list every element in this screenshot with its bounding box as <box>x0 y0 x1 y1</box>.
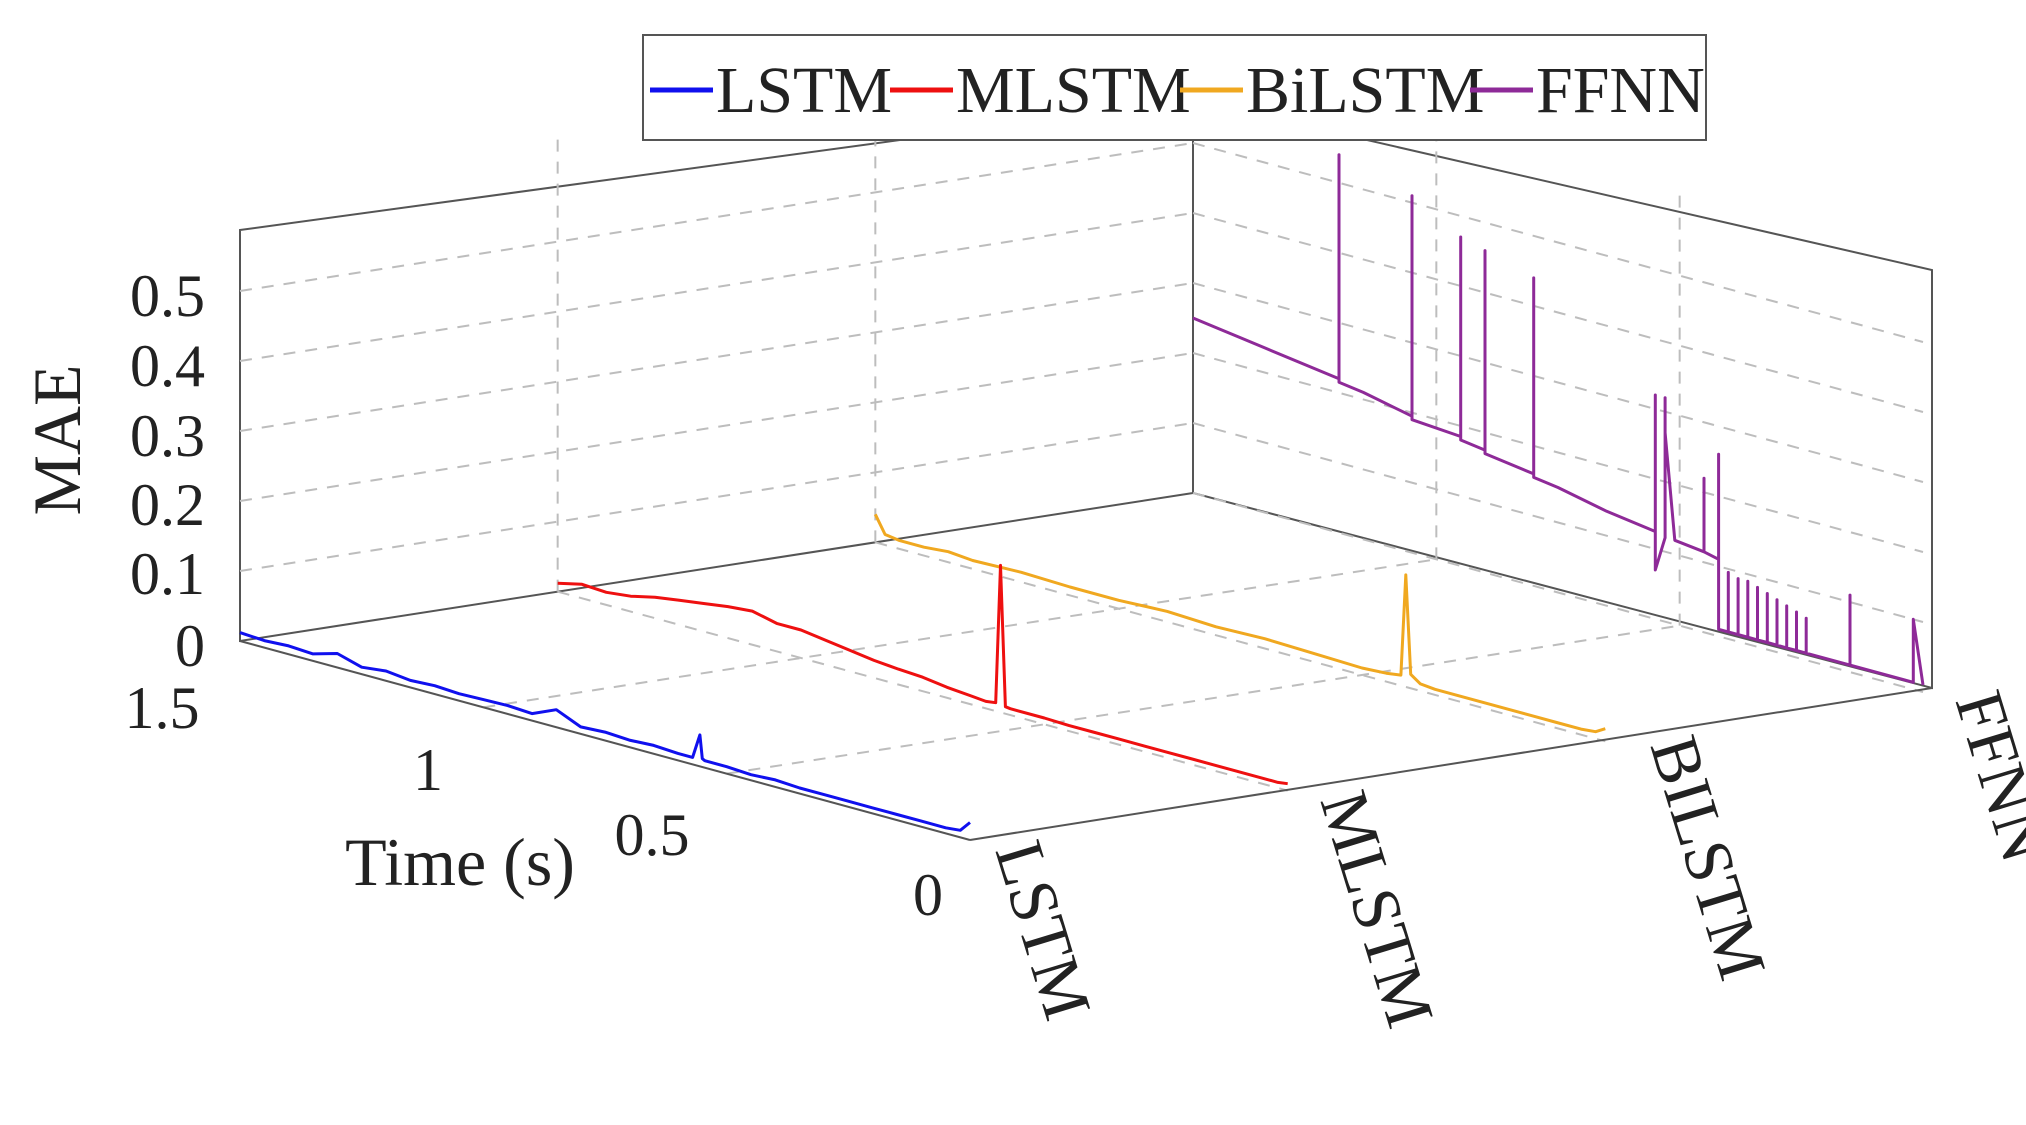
legend-label-ffnn: FFNN <box>1536 54 1705 127</box>
mae-tick-label: 0.4 <box>130 333 205 399</box>
mae-tick-label: 0.1 <box>130 541 205 607</box>
grid-line-model-floor <box>1192 492 1924 693</box>
grid-line-mae-back-wall <box>1192 142 1924 343</box>
grid-line-time-floor <box>483 558 1437 709</box>
mae-tick-label: 0.2 <box>130 472 205 538</box>
grid-line-mae-left-wall <box>239 282 1194 432</box>
grid-line-mae-back-wall <box>1192 282 1924 483</box>
legend: LSTM MLSTM BiLSTM FFNN <box>642 34 1707 141</box>
legend-label-lstm: LSTM <box>716 54 892 127</box>
grid-line-time-floor <box>726 624 1680 775</box>
series-line-bilstm <box>873 513 1606 734</box>
mae-tick-label: 0.3 <box>130 403 205 469</box>
back-wall <box>1192 98 1933 690</box>
model-tick-label: FFNN <box>1941 682 2026 870</box>
grid-line-mae-back-wall <box>1192 352 1924 553</box>
grid-line-model-floor <box>557 590 1288 792</box>
time-tick-label: 0 <box>913 862 943 928</box>
mae-axis: 0 0.1 0.2 0.3 0.4 0.5 MAE <box>19 263 205 679</box>
model-tick-label: MLSTM <box>1306 782 1449 1035</box>
legend-label-mlstm: MLSTM <box>956 54 1191 127</box>
time-tick-label: 0.5 <box>615 802 690 868</box>
series-line-ffnn <box>1192 153 1925 686</box>
grid-line-mae-back-wall <box>1192 422 1924 623</box>
grid-line-mae-left-wall <box>239 352 1194 502</box>
model-tick-label: LSTM <box>981 832 1107 1028</box>
mae-tick-label: 0 <box>175 613 205 679</box>
grid-line-mae-left-wall <box>239 142 1194 292</box>
back-walls <box>239 98 1933 690</box>
time-axis-title: Time (s) <box>345 824 575 900</box>
model-tick-label: BILSTM <box>1636 727 1782 988</box>
mae-tick-label: 0.5 <box>130 263 205 329</box>
time-tick-label: 1.5 <box>125 675 200 741</box>
series-line-mlstm <box>557 563 1288 786</box>
model-axis-line <box>969 687 1933 841</box>
mae-axis-title: MAE <box>19 364 95 515</box>
series-line-lstm <box>239 631 971 832</box>
time-axis-line <box>239 640 971 841</box>
grid-line-mae-back-wall <box>1192 212 1924 413</box>
grid-lines <box>239 80 1924 792</box>
series-lines <box>239 153 1925 832</box>
left-wall <box>239 98 1194 643</box>
grid-line-mae-left-wall <box>239 422 1194 572</box>
grid-line-mae-left-wall <box>239 212 1194 362</box>
model-axis: LSTM MLSTM BILSTM FFNN <box>981 682 2026 1035</box>
legend-label-bilstm: BiLSTM <box>1246 54 1484 127</box>
floor-edges <box>239 640 1933 841</box>
grid-line-model-floor <box>875 541 1606 743</box>
time-axis: 0 0.5 1 1.5 Time (s) <box>125 675 944 928</box>
time-tick-label: 1 <box>413 737 443 803</box>
